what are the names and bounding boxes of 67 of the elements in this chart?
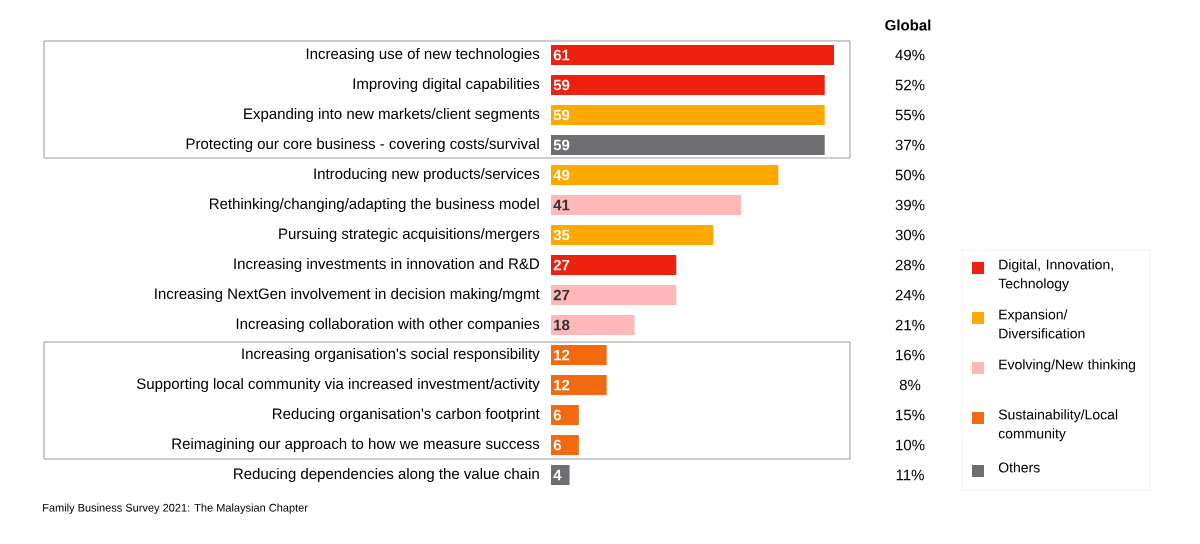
data-label: 12	[554, 349, 570, 361]
data-label: 35	[553, 229, 570, 241]
bar	[551, 165, 779, 185]
y-tick-label: Supporting local community via increased investment/activity	[136, 378, 540, 392]
y-tick-label: Reducing dependencies along the value chain	[234, 468, 539, 482]
text: 21%	[895, 319, 925, 331]
legend-label: Sustainability/Local community	[998, 409, 1118, 442]
text: 39%	[895, 199, 925, 211]
y-tick-label: Reducing organisation's carbon footprint	[272, 408, 540, 422]
data-label: 49	[553, 169, 570, 181]
bar	[551, 255, 677, 275]
legend-label: Others	[998, 462, 1040, 473]
bar	[551, 435, 579, 456]
text: 10%	[896, 439, 925, 451]
bar	[551, 75, 825, 95]
y-tick-label: Rethinking/changing/adapting the business model	[209, 198, 539, 212]
text: 15%	[896, 409, 925, 421]
data-label: 41	[553, 199, 570, 211]
data-label: 6	[553, 439, 561, 451]
bar	[551, 45, 834, 65]
data-label: 27	[553, 259, 570, 271]
bar	[551, 225, 714, 245]
data-label: 27	[553, 289, 570, 301]
bar	[551, 345, 607, 365]
y-tick-label: Increasing collaboration with other companies	[236, 318, 540, 332]
bar	[551, 465, 570, 486]
bar	[551, 375, 607, 396]
text: 37%	[895, 139, 925, 151]
text: 16%	[896, 349, 925, 361]
bar	[551, 135, 825, 155]
text: 11%	[896, 469, 924, 481]
text: 8%	[899, 379, 921, 391]
text: 55%	[895, 109, 925, 121]
y-tick-label: Expanding into new markets/client segments	[244, 108, 540, 122]
legend-label: Evolving/New thinking	[999, 359, 1136, 373]
data-label: 6	[553, 409, 561, 421]
bar	[551, 105, 825, 125]
text: 30%	[895, 229, 925, 241]
text: 24%	[895, 289, 925, 301]
text: 49%	[895, 49, 925, 61]
bar	[551, 405, 579, 425]
text: 52%	[895, 79, 925, 91]
data-label: 18	[554, 319, 570, 331]
y-tick-label: Increasing investments in innovation and R&D	[234, 258, 540, 272]
y-tick-label: Reimagining our approach to how we measure success	[172, 438, 540, 452]
data-label: 59	[553, 139, 570, 151]
text: 50%	[895, 169, 925, 181]
legend-label: Expansion/ Diversification	[999, 309, 1085, 339]
y-tick-label: Protecting our core business - covering costs/survival	[186, 138, 539, 152]
data-label: 4	[553, 469, 562, 481]
y-tick-label: Improving digital capabilities	[353, 78, 540, 92]
text: 28%	[895, 259, 925, 271]
bar	[551, 285, 677, 306]
y-tick-label: Increasing NextGen involvement in decision making/mgmt	[155, 288, 540, 302]
bar	[551, 315, 635, 335]
data-label: 61	[553, 49, 570, 61]
legend-label: Digital, Innovation, Technology	[998, 259, 1113, 292]
text: Global	[885, 19, 931, 31]
y-tick-label: Pursuing strategic acquisitions/mergers	[279, 228, 540, 242]
data-label: 59	[553, 79, 570, 91]
bar	[551, 195, 742, 215]
y-tick-label: Introducing new products/services	[314, 168, 540, 182]
text: Family Business Survey 2021: The Malaysian Chapter	[43, 503, 308, 514]
y-tick-label: Increasing organisation's social responsibility	[242, 348, 540, 362]
data-label: 12	[554, 379, 570, 391]
y-tick-label: Increasing use of new technologies	[306, 48, 540, 62]
data-label: 59	[553, 109, 570, 121]
